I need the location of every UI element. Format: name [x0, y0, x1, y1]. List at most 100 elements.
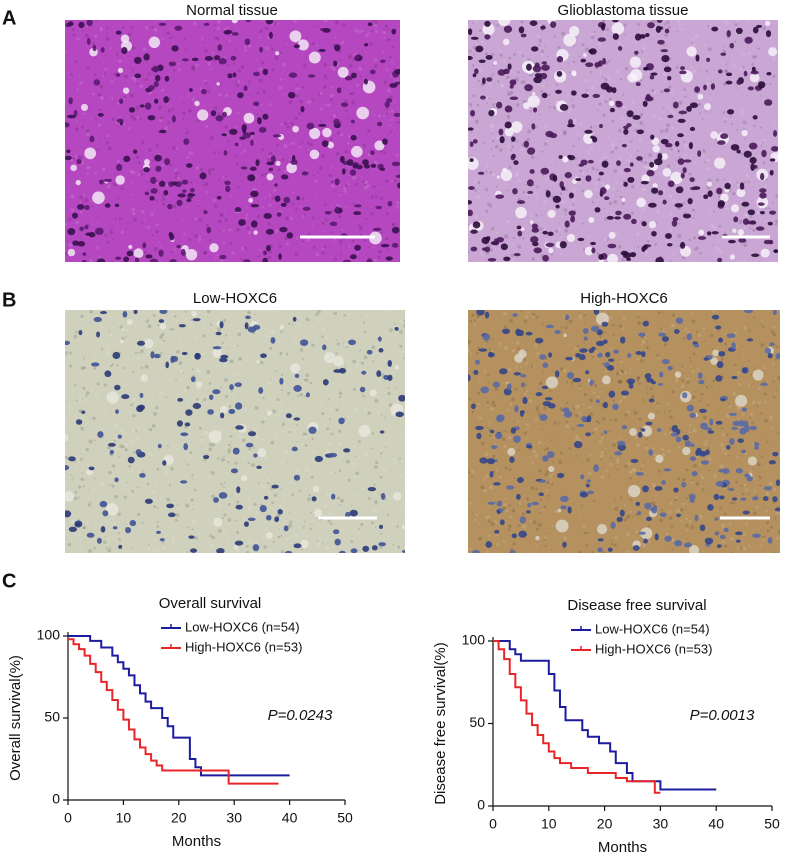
- texture-speck: [255, 511, 257, 513]
- texture-speck: [86, 173, 88, 175]
- texture-speck: [247, 426, 249, 428]
- texture-speck: [341, 229, 343, 231]
- texture-speck: [248, 462, 250, 464]
- texture-speck: [214, 204, 217, 207]
- texture-speck: [335, 76, 338, 79]
- texture-speck: [218, 529, 222, 533]
- texture-speck: [633, 468, 637, 472]
- texture-speck: [723, 46, 724, 47]
- texture-speck: [337, 343, 340, 346]
- nucleus: [256, 466, 262, 469]
- texture-speck: [651, 502, 655, 506]
- texture-speck: [354, 493, 357, 496]
- texture-speck: [729, 523, 732, 526]
- texture-speck: [310, 512, 312, 514]
- nucleus: [476, 308, 485, 315]
- nucleus: [643, 321, 649, 326]
- texture-speck: [290, 142, 292, 144]
- texture-speck: [385, 180, 388, 183]
- texture-speck: [598, 422, 600, 424]
- texture-speck: [231, 251, 235, 255]
- texture-speck: [317, 354, 318, 355]
- nucleus: [229, 384, 234, 390]
- texture-speck: [262, 89, 266, 93]
- nucleus: [235, 402, 242, 409]
- texture-speck: [500, 169, 502, 171]
- texture-speck: [384, 355, 386, 357]
- nucleus: [285, 551, 292, 555]
- texture-speck: [636, 444, 640, 448]
- nucleus: [351, 135, 357, 141]
- texture-speck: [671, 127, 673, 129]
- texture-speck: [317, 435, 320, 438]
- texture-speck: [355, 408, 359, 412]
- texture-speck: [691, 38, 694, 41]
- texture-speck: [685, 524, 688, 527]
- texture-speck: [146, 349, 150, 353]
- texture-speck: [627, 42, 628, 43]
- nucleus: [764, 240, 771, 244]
- nucleus: [370, 69, 376, 74]
- texture-speck: [132, 371, 134, 373]
- texture-speck: [219, 93, 222, 96]
- nucleus: [116, 31, 122, 35]
- texture-speck: [353, 445, 357, 449]
- texture-speck: [606, 535, 607, 536]
- texture-speck: [220, 386, 222, 388]
- texture-speck: [741, 485, 743, 487]
- texture-speck: [186, 386, 190, 390]
- texture-speck: [619, 360, 622, 363]
- texture-speck: [633, 123, 637, 127]
- texture-speck: [193, 22, 196, 25]
- texture-speck: [94, 478, 96, 480]
- texture-speck: [757, 48, 759, 50]
- texture-speck: [766, 521, 769, 524]
- nucleus: [498, 129, 503, 136]
- texture-speck: [690, 360, 692, 362]
- texture-speck: [394, 333, 398, 337]
- nucleus: [513, 160, 518, 165]
- texture-speck: [371, 30, 373, 32]
- texture-speck: [235, 520, 237, 522]
- nucleus: [524, 84, 533, 91]
- texture-speck: [330, 98, 333, 101]
- texture-speck: [371, 112, 372, 113]
- texture-speck: [296, 424, 298, 426]
- vacuole: [698, 230, 704, 236]
- texture-speck: [248, 506, 252, 510]
- texture-speck: [230, 359, 234, 363]
- texture-speck: [80, 458, 83, 461]
- nucleus: [333, 529, 339, 534]
- texture-speck: [323, 19, 327, 23]
- nucleus: [540, 26, 545, 30]
- texture-speck: [125, 448, 128, 451]
- texture-speck: [677, 258, 679, 260]
- texture-speck: [753, 512, 757, 516]
- nucleus: [495, 433, 502, 440]
- texture-speck: [329, 246, 331, 248]
- texture-speck: [620, 496, 622, 498]
- texture-speck: [537, 431, 539, 433]
- texture-speck: [347, 169, 349, 171]
- nucleus: [650, 72, 657, 75]
- nucleus: [602, 322, 609, 327]
- texture-speck: [606, 238, 609, 241]
- texture-speck: [322, 359, 324, 361]
- nucleus: [87, 38, 91, 45]
- texture-speck: [257, 200, 259, 202]
- nucleus: [768, 222, 773, 226]
- texture-speck: [80, 539, 83, 542]
- texture-speck: [601, 96, 604, 99]
- texture-speck: [121, 230, 125, 234]
- texture-speck: [389, 328, 393, 332]
- nucleus: [392, 162, 401, 167]
- nucleus: [541, 64, 550, 70]
- texture-speck: [664, 433, 666, 435]
- texture-speck: [661, 311, 663, 313]
- y-tick-label: 50: [44, 709, 60, 725]
- texture-speck: [697, 181, 699, 183]
- texture-speck: [331, 206, 332, 207]
- texture-speck: [692, 209, 695, 212]
- texture-speck: [490, 125, 493, 128]
- nucleus: [165, 362, 169, 369]
